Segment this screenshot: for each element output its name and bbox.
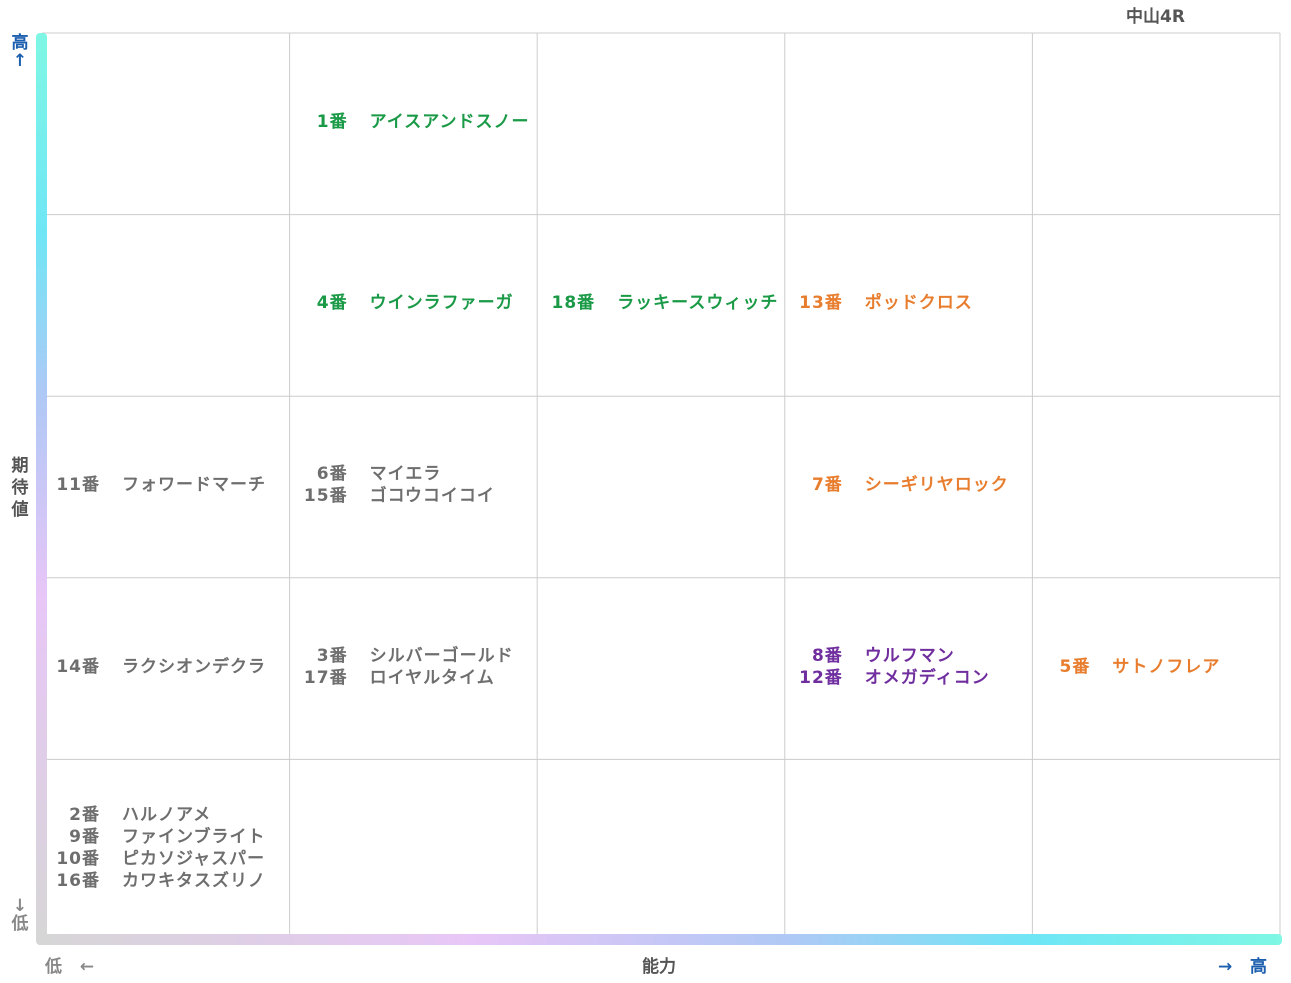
horse-name: ポッドクロス [864,293,973,314]
arrow-left-icon: ← [79,957,95,977]
horse-entry: 13番 ポッドクロス [795,292,973,314]
horse-number: 10番 [56,849,100,870]
horse-number: 3番 [316,645,348,666]
y-axis-high-label: 高 ↑ [10,34,30,70]
arrow-up-icon: ↑ [12,51,28,71]
y-axis-gradient-bar [36,33,47,943]
horse-entry: 5番 サトノフレア [1042,656,1220,678]
horse-number: 14番 [56,656,100,677]
horse-number: 11番 [56,475,100,495]
horse-cell: 18番 ラッキースウィッチ [547,292,778,314]
horse-entry: 6番 マイエラ [300,463,495,485]
horse-name: ウインラファーガ [369,293,514,314]
horse-name: ファインブライト [122,827,266,848]
horse-number: 18番 [551,293,596,314]
x-axis-low-text: 低 [45,957,62,977]
horse-entry: 18番 ラッキースウィッチ [547,292,778,314]
horse-entry: 9番 ファインブライト [52,826,266,848]
horse-number: 13番 [799,293,843,314]
horse-cell: 4番 ウインラファーガ [300,292,514,314]
x-axis-title: 能力 [642,957,676,977]
y-axis-low-label: ↓ 低 [10,897,30,933]
horse-number: 8番 [811,645,843,666]
horse-cell: 1番 アイスアンドスノー [300,111,530,133]
horse-number: 15番 [303,486,348,506]
horse-cell: 3番 シルバーゴールド 17番 ロイヤルタイム [300,645,514,689]
horse-number: 17番 [303,667,348,688]
horse-name: フォワードマーチ [122,475,266,495]
horse-name: カワキタスズリノ [122,871,266,892]
x-axis-high-label: → 高 [1218,952,1267,977]
horse-cell: 2番 ハルノアメ 9番 ファインブライト 10番 ピカソジャスパー 16番 カワキタスズリノ [52,804,266,892]
horse-entry: 3番 シルバーゴールド [300,645,514,667]
horse-name: マイエラ [369,464,442,484]
horse-entry: 8番 ウルフマン [795,645,990,667]
horse-cell: 13番 ポッドクロス [795,292,973,314]
horse-number: 4番 [316,293,348,314]
horse-name: オメガディコン [864,667,990,688]
y-axis-title: 期 待 値 [10,455,30,521]
horse-name: ラクシオンデクラ [122,656,266,677]
horse-cell: 5番 サトノフレア [1042,656,1220,678]
horse-name: ピカソジャスパー [122,849,266,870]
y-axis-high-text: 高 [11,33,29,53]
horse-entry: 4番 ウインラファーガ [300,292,514,314]
horse-number: 12番 [799,667,843,688]
y-axis-title-char-1: 期 [11,456,29,476]
x-axis-low-label: 低 ← [45,952,94,977]
horse-entry: 10番 ピカソジャスパー [52,848,266,870]
y-axis-low-text: 低 [11,914,29,934]
grid-lines [42,32,1281,941]
horse-number: 16番 [56,871,100,892]
horse-cell: 7番 シーギリヤロック [795,474,1009,496]
horse-name: シーギリヤロック [864,475,1009,495]
horse-name: アイスアンドスノー [369,111,530,132]
horse-entry: 12番 オメガディコン [795,667,990,689]
horse-entry: 7番 シーギリヤロック [795,474,1009,496]
horse-name: ゴコウコイコイ [369,486,495,506]
horse-number: 9番 [69,827,100,848]
horse-entry: 17番 ロイヤルタイム [300,667,514,689]
horse-number: 7番 [811,475,843,495]
x-axis-high-text: 高 [1250,957,1268,977]
race-title: 中山4R [1126,7,1185,27]
horse-entry: 14番 ラクシオンデクラ [52,656,266,678]
arrow-right-icon: → [1218,957,1233,977]
horse-entry: 16番 カワキタスズリノ [52,870,266,892]
horse-number: 5番 [1059,656,1091,677]
horse-name: ハルノアメ [122,805,212,826]
horse-name: シルバーゴールド [369,645,514,666]
y-axis-title-char-2: 待 [11,478,29,498]
horse-name: ラッキースウィッチ [617,293,779,314]
horse-number: 2番 [69,805,100,826]
arrow-down-icon: ↓ [12,896,28,916]
horse-entry: 15番 ゴコウコイコイ [300,485,495,507]
x-axis-gradient-bar [36,934,1282,945]
horse-entry: 1番 アイスアンドスノー [300,111,530,133]
horse-cell: 8番 ウルフマン 12番 オメガディコン [795,645,990,689]
horse-name: ウルフマン [864,645,955,666]
horse-cell: 14番 ラクシオンデクラ [52,656,266,678]
horse-number: 1番 [316,111,348,132]
horse-cell: 6番 マイエラ 15番 ゴコウコイコイ [300,463,495,507]
horse-cell: 11番 フォワードマーチ [52,474,266,496]
horse-entry: 2番 ハルノアメ [52,804,266,826]
horse-entry: 11番 フォワードマーチ [52,474,266,496]
horse-number: 6番 [316,464,348,484]
y-axis-title-char-3: 値 [11,500,29,520]
horse-name: ロイヤルタイム [369,667,495,688]
horse-name: サトノフレア [1112,656,1221,677]
